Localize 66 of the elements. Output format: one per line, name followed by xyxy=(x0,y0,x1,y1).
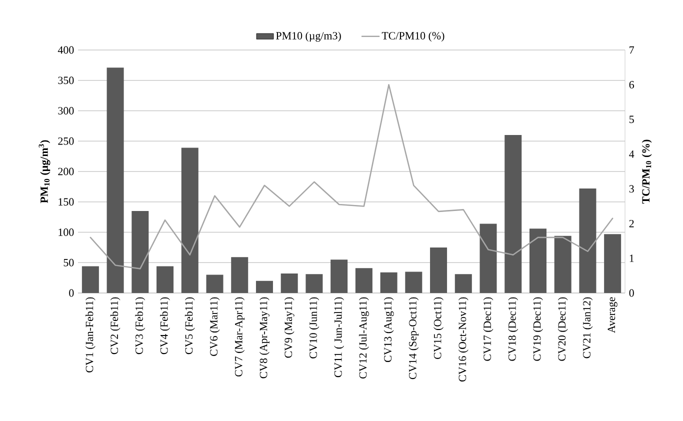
bar xyxy=(454,274,472,293)
y-tick-label: 0 xyxy=(69,289,74,297)
x-tick-label: Average xyxy=(608,297,618,334)
y2-tick-label: 3 xyxy=(629,185,634,193)
bar xyxy=(330,260,348,293)
x-tick-label: CV10 (Jun11) xyxy=(309,297,320,358)
x-tick-label: CV21 (Jan12) xyxy=(582,297,593,358)
bar xyxy=(405,272,422,293)
bar xyxy=(355,268,372,293)
y-tick-label: 50 xyxy=(64,258,74,266)
bar xyxy=(554,236,572,293)
x-tick-label: CV15 (Oct11) xyxy=(434,297,444,359)
y-tick-label: 100 xyxy=(58,228,74,236)
bar xyxy=(206,274,224,293)
x-tick-label: CV18 (Dec11) xyxy=(508,297,518,361)
bar xyxy=(579,188,596,293)
legend-label: TC/PM10 (%) xyxy=(382,32,444,42)
x-tick-label: CV12 (Jul-Aug11) xyxy=(358,297,369,378)
y2-tick-label: 0 xyxy=(629,289,634,297)
x-tick-label: CV8 (Apr-May11) xyxy=(260,297,270,378)
x-tick-label: CV16 (Oct-Nov11) xyxy=(458,297,468,382)
x-tick-label: CV1 (Jan-Feb11) xyxy=(85,297,96,372)
x-tick-label: CV7 (Mar-Apr11) xyxy=(234,297,245,376)
x-tick-label: CV3 (Feb11) xyxy=(135,297,146,354)
x-tick-label: CV9 (May11) xyxy=(284,297,294,358)
x-tick-label: CV2 (Feb11) xyxy=(110,297,120,354)
bar xyxy=(529,228,546,293)
y2-tick-label: 5 xyxy=(630,116,634,124)
bar xyxy=(604,234,622,293)
bar xyxy=(306,274,323,293)
y-tick-label: 250 xyxy=(58,137,74,145)
bar xyxy=(504,135,522,293)
bar xyxy=(256,280,273,293)
bar xyxy=(181,148,198,293)
x-tick-label: CV19 (Dec11) xyxy=(533,297,543,361)
x-tick-label: CV4 (Feb11) xyxy=(160,297,170,354)
y-tick-label: 300 xyxy=(58,107,74,114)
bar xyxy=(106,68,124,293)
bar xyxy=(156,266,174,293)
x-tick-label: CV11 ( Jun-Jul11) xyxy=(334,297,344,378)
y-tick-label: 400 xyxy=(58,46,74,54)
legend-label: PM10 (µg/m3) xyxy=(276,32,341,42)
x-tick-label: CV5 (Feb11) xyxy=(184,297,195,354)
x-tick-label: CV6 (Mar11) xyxy=(210,297,220,356)
y2-tick-label: 1 xyxy=(630,254,634,262)
y2-tick-label: 7 xyxy=(630,46,634,54)
y2-tick-label: 4 xyxy=(629,150,634,158)
x-tick-label: CV17 (Dec11) xyxy=(483,297,494,361)
y2-tick-label: 2 xyxy=(629,220,634,228)
x-tick-label: CV14 (Sep-Oct11) xyxy=(408,297,419,380)
y2-axis-title: TC/PM$_{10}$ (%) xyxy=(642,140,652,204)
bar xyxy=(480,224,497,293)
line-series xyxy=(90,84,614,270)
y-tick-label: 150 xyxy=(58,198,74,206)
bar xyxy=(82,266,99,293)
y2-tick-label: 6 xyxy=(629,81,634,88)
x-tick-label: CV13 (Aug11) xyxy=(384,297,394,362)
bar xyxy=(380,272,398,293)
y-tick-label: 200 xyxy=(58,168,74,176)
bar xyxy=(132,210,149,293)
bar xyxy=(430,247,448,293)
y-axis-title: PM$_{10}$ (µg/m$^{3}$) xyxy=(38,140,50,204)
x-tick-label: CV20 (Dec11) xyxy=(558,297,568,361)
y-tick-label: 350 xyxy=(58,76,74,84)
bar xyxy=(231,257,248,293)
bar xyxy=(280,274,298,293)
